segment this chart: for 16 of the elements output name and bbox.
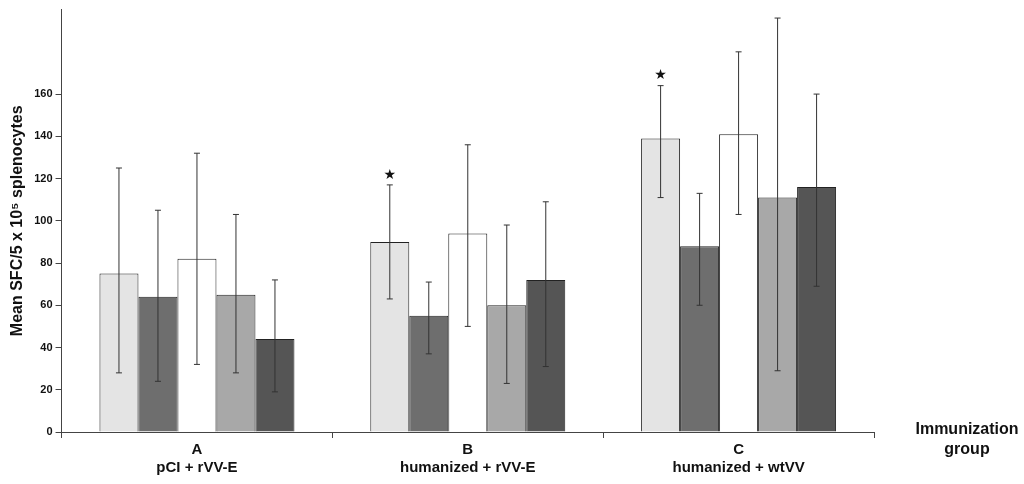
y-tick-label: 20 bbox=[40, 382, 53, 395]
annotation: ★ bbox=[654, 66, 667, 83]
y-tick-label: 80 bbox=[40, 256, 53, 269]
y-tick-label: 120 bbox=[34, 171, 53, 184]
y-tick-label: 0 bbox=[46, 425, 53, 438]
y-tick-label: 140 bbox=[34, 129, 53, 142]
y-tick-label: 100 bbox=[34, 213, 53, 226]
y-tick-label: 40 bbox=[40, 340, 53, 353]
annotation: ★ bbox=[383, 165, 397, 182]
x-axis-title: Immunization group bbox=[915, 420, 1019, 458]
x-tick-label: C humanized + wtVV bbox=[672, 440, 805, 476]
y-tick-label: 160 bbox=[34, 87, 53, 100]
y-axis-title: Mean SFC/5 x 10⁵ splenocytes bbox=[8, 105, 26, 337]
x-tick-label: B humanized + rVV-E bbox=[400, 440, 536, 476]
y-tick-label: 60 bbox=[40, 298, 53, 311]
x-tick-label: A pCI + rVV-E bbox=[156, 440, 238, 476]
